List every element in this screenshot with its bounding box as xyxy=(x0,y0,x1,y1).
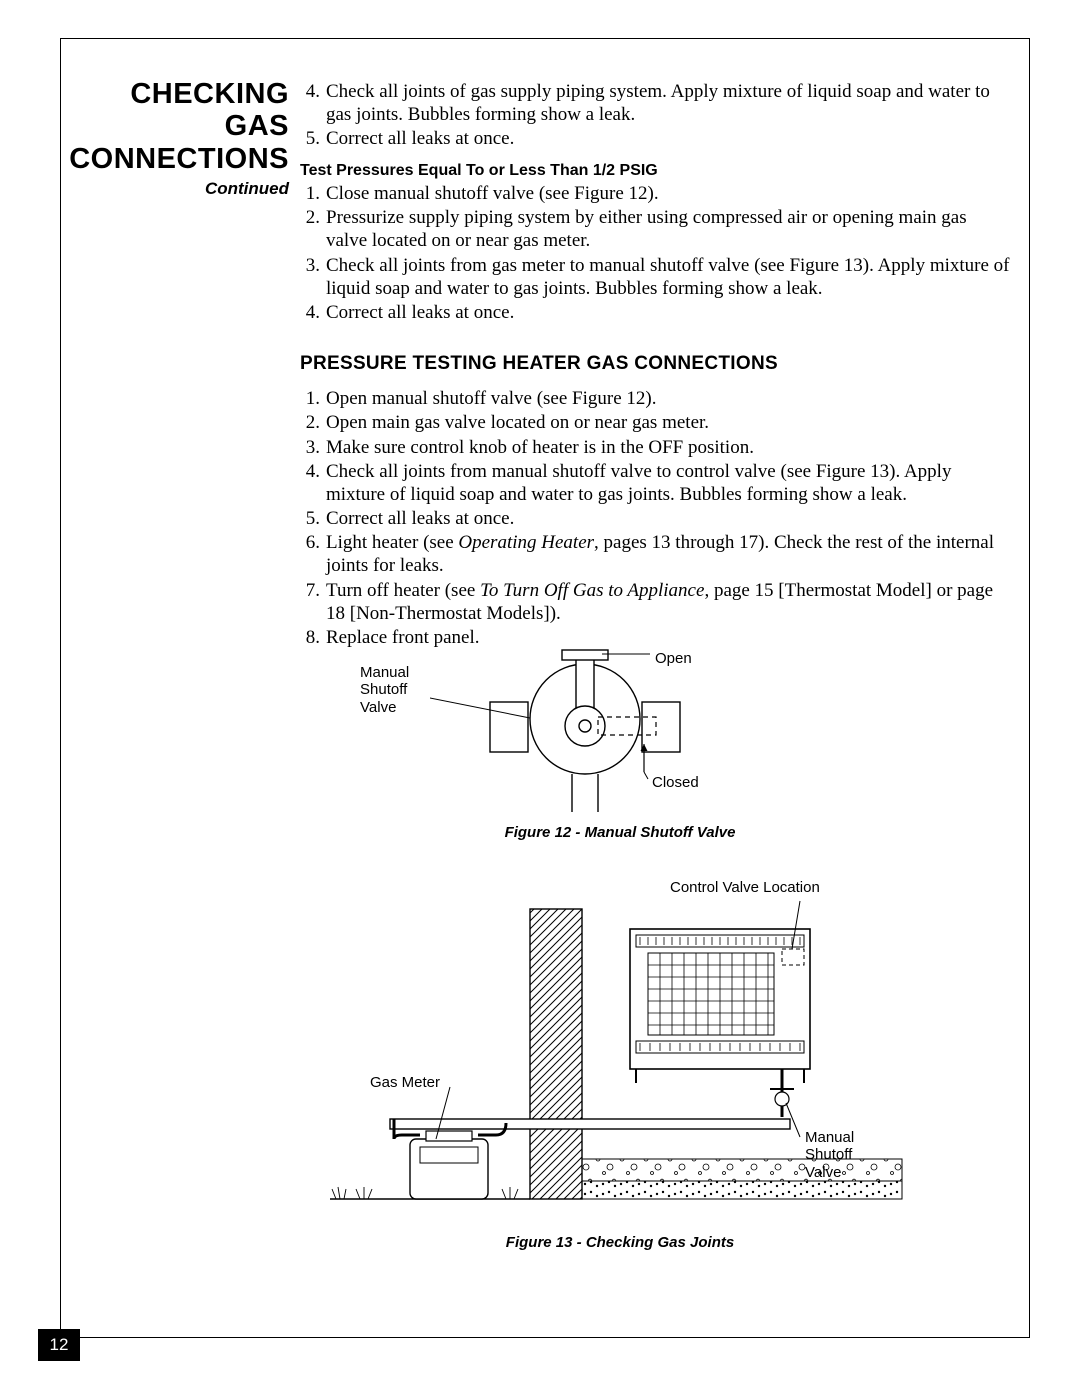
list-item: 4. Correct all leaks at once. xyxy=(300,301,1010,324)
list-text: Correct all leaks at once. xyxy=(326,507,1010,530)
figure12-svg xyxy=(430,644,830,814)
figure-12: Manual Shutoff Valve Open Closed xyxy=(300,644,1010,849)
list-item: 7. Turn off heater (see To Turn Off Gas … xyxy=(300,579,1010,625)
list-number: 2. xyxy=(300,411,326,434)
list-number: 4. xyxy=(300,301,326,324)
list-number: 5. xyxy=(300,127,326,150)
list-text: Close manual shutoff valve (see Figure 1… xyxy=(326,182,1010,205)
list-text: Open manual shutoff valve (see Figure 12… xyxy=(326,387,1010,410)
list-number: 5. xyxy=(300,507,326,530)
list-item: 3. Check all joints from gas meter to ma… xyxy=(300,254,1010,300)
list-number: 3. xyxy=(300,254,326,300)
list-text: Correct all leaks at once. xyxy=(326,301,1010,324)
figure13-caption: Figure 13 - Checking Gas Joints xyxy=(300,1234,940,1252)
list-text: Turn off heater (see To Turn Off Gas to … xyxy=(326,579,1010,625)
intro-list: 4. Check all joints of gas supply piping… xyxy=(300,80,1010,151)
list-item: 5. Correct all leaks at once. xyxy=(300,507,1010,530)
list-item: 2. Pressurize supply piping system by ei… xyxy=(300,206,1010,252)
list-number: 3. xyxy=(300,436,326,459)
list-number: 4. xyxy=(300,460,326,506)
list-text: Pressurize supply piping system by eithe… xyxy=(326,206,1010,252)
list-text: Check all joints from gas meter to manua… xyxy=(326,254,1010,300)
section-subtitle: Continued xyxy=(66,179,289,199)
list-text-ital: To Turn Off Gas to Appliance xyxy=(480,580,704,601)
title-line-3: CONNECTIONS xyxy=(69,143,289,175)
list-item: 5. Correct all leaks at once. xyxy=(300,127,1010,150)
figure12-caption: Figure 12 - Manual Shutoff Valve xyxy=(300,824,940,842)
list-number: 6. xyxy=(300,531,326,577)
figure-13: Control Valve Location Gas Meter Manual … xyxy=(300,879,1010,1259)
list-number: 2. xyxy=(300,206,326,252)
heading-2: PRESSURE TESTING HEATER GAS CONNECTIONS xyxy=(300,352,1010,375)
list-item: 4. Check all joints of gas supply piping… xyxy=(300,80,1010,126)
section-title: CHECKING GAS CONNECTIONS xyxy=(66,78,289,175)
list-text-pre: Light heater (see xyxy=(326,532,458,553)
list-number: 7. xyxy=(300,579,326,625)
list-text: Make sure control knob of heater is in t… xyxy=(326,436,1010,459)
list-item: 4. Check all joints from manual shutoff … xyxy=(300,460,1010,506)
list-item: 1. Open manual shutoff valve (see Figure… xyxy=(300,387,1010,410)
list-text-ital: Operating Heater xyxy=(458,532,594,553)
list-2: 1. Open manual shutoff valve (see Figure… xyxy=(300,387,1010,649)
list-text: Correct all leaks at once. xyxy=(326,127,1010,150)
page-number-text: 12 xyxy=(50,1335,69,1355)
list-text: Light heater (see Operating Heater, page… xyxy=(326,531,1010,577)
list-text-pre: Turn off heater (see xyxy=(326,580,480,601)
list-number: 4. xyxy=(300,80,326,126)
figure13-svg xyxy=(330,889,930,1239)
list-item: 2. Open main gas valve located on or nea… xyxy=(300,411,1010,434)
list-text: Check all joints from manual shutoff val… xyxy=(326,460,1010,506)
list-text: Open main gas valve located on or near g… xyxy=(326,411,1010,434)
title-line-2: GAS xyxy=(225,110,289,142)
list-item: 3. Make sure control knob of heater is i… xyxy=(300,436,1010,459)
page: CHECKING GAS CONNECTIONS Continued 4. Ch… xyxy=(0,0,1080,1397)
list-text: Check all joints of gas supply piping sy… xyxy=(326,80,1010,126)
list-1: 1. Close manual shutoff valve (see Figur… xyxy=(300,182,1010,324)
title-line-1: CHECKING xyxy=(130,78,289,110)
list-item: 6. Light heater (see Operating Heater, p… xyxy=(300,531,1010,577)
figure12-label-manual: Manual Shutoff Valve xyxy=(360,664,409,716)
body-column: 4. Check all joints of gas supply piping… xyxy=(300,80,1010,1259)
list-number: 1. xyxy=(300,182,326,205)
list-number: 1. xyxy=(300,387,326,410)
page-number: 12 xyxy=(38,1329,80,1361)
subheading: Test Pressures Equal To or Less Than 1/2… xyxy=(300,161,1010,181)
list-item: 1. Close manual shutoff valve (see Figur… xyxy=(300,182,1010,205)
sidebar: CHECKING GAS CONNECTIONS Continued xyxy=(66,78,289,199)
